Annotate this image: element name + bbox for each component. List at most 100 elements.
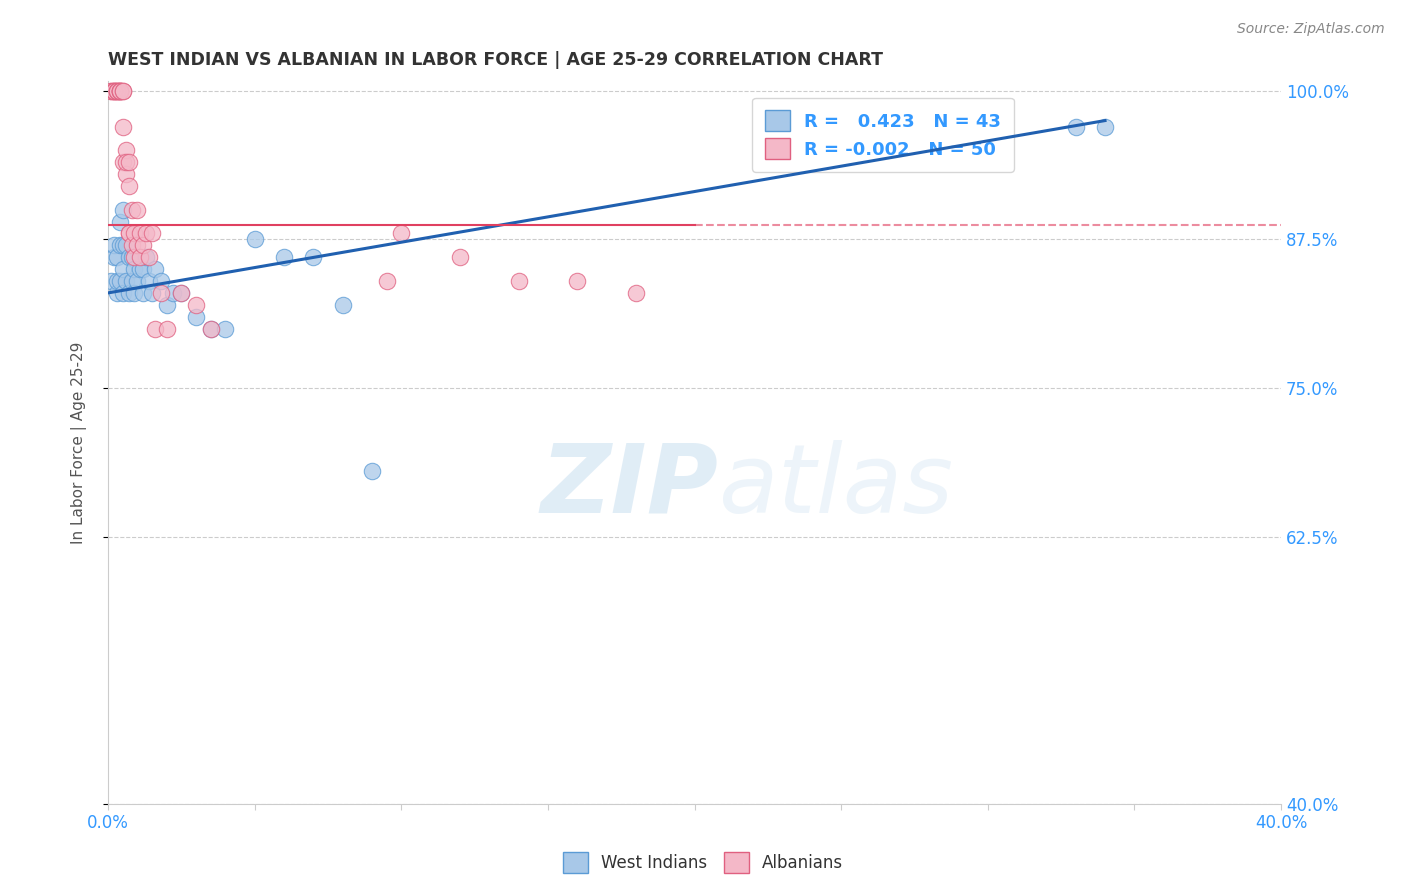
Point bbox=[117, 227, 139, 241]
Point bbox=[105, 84, 128, 98]
Point bbox=[449, 250, 471, 264]
Point bbox=[624, 285, 647, 300]
Text: atlas: atlas bbox=[718, 440, 953, 533]
Point bbox=[100, 84, 122, 98]
Point bbox=[117, 178, 139, 193]
Point bbox=[375, 274, 398, 288]
Point bbox=[508, 274, 530, 288]
Text: WEST INDIAN VS ALBANIAN IN LABOR FORCE | AGE 25-29 CORRELATION CHART: WEST INDIAN VS ALBANIAN IN LABOR FORCE |… bbox=[108, 51, 883, 69]
Point bbox=[111, 155, 134, 169]
Point bbox=[117, 250, 139, 264]
Text: ZIP: ZIP bbox=[540, 440, 718, 533]
Point bbox=[138, 274, 160, 288]
Point bbox=[103, 84, 125, 98]
Point bbox=[200, 321, 222, 335]
Point bbox=[108, 84, 131, 98]
Point bbox=[105, 84, 128, 98]
Point bbox=[114, 238, 136, 252]
Point bbox=[103, 84, 125, 98]
Point bbox=[141, 227, 163, 241]
Point bbox=[108, 84, 131, 98]
Point bbox=[389, 227, 412, 241]
Point bbox=[103, 84, 125, 98]
Point bbox=[149, 274, 172, 288]
Point bbox=[108, 214, 131, 228]
Point bbox=[124, 262, 146, 277]
Point bbox=[170, 285, 193, 300]
Point bbox=[108, 274, 131, 288]
Point bbox=[114, 274, 136, 288]
Legend: R =   0.423   N = 43, R = -0.002   N = 50: R = 0.423 N = 43, R = -0.002 N = 50 bbox=[752, 97, 1014, 172]
Point bbox=[100, 84, 122, 98]
Point bbox=[138, 250, 160, 264]
Point bbox=[127, 202, 149, 217]
Point bbox=[132, 238, 155, 252]
Point bbox=[105, 274, 128, 288]
Point bbox=[129, 262, 152, 277]
Point bbox=[143, 321, 166, 335]
Point bbox=[111, 262, 134, 277]
Point bbox=[302, 250, 325, 264]
Y-axis label: In Labor Force | Age 25-29: In Labor Force | Age 25-29 bbox=[72, 342, 87, 544]
Point bbox=[111, 84, 134, 98]
Point bbox=[124, 250, 146, 264]
Point bbox=[156, 298, 179, 312]
Point bbox=[1094, 120, 1116, 134]
Point bbox=[170, 285, 193, 300]
Point bbox=[124, 227, 146, 241]
Point bbox=[111, 202, 134, 217]
Point bbox=[117, 155, 139, 169]
Point bbox=[214, 321, 236, 335]
Point bbox=[162, 285, 184, 300]
Point bbox=[114, 155, 136, 169]
Text: Source: ZipAtlas.com: Source: ZipAtlas.com bbox=[1237, 22, 1385, 37]
Point bbox=[103, 250, 125, 264]
Point bbox=[127, 274, 149, 288]
Point bbox=[103, 238, 125, 252]
Point bbox=[108, 238, 131, 252]
Point bbox=[124, 285, 146, 300]
Point bbox=[121, 250, 143, 264]
Point bbox=[361, 464, 384, 478]
Point bbox=[105, 285, 128, 300]
Point bbox=[135, 227, 157, 241]
Point bbox=[567, 274, 589, 288]
Point bbox=[114, 167, 136, 181]
Point bbox=[184, 298, 207, 312]
Point bbox=[127, 238, 149, 252]
Point bbox=[121, 202, 143, 217]
Point bbox=[129, 227, 152, 241]
Point bbox=[105, 250, 128, 264]
Point bbox=[105, 84, 128, 98]
Point bbox=[200, 321, 222, 335]
Point bbox=[111, 120, 134, 134]
Point bbox=[117, 227, 139, 241]
Point bbox=[121, 238, 143, 252]
Point bbox=[111, 285, 134, 300]
Point bbox=[132, 285, 155, 300]
Point bbox=[108, 84, 131, 98]
Point bbox=[132, 262, 155, 277]
Legend: West Indians, Albanians: West Indians, Albanians bbox=[555, 846, 851, 880]
Point bbox=[143, 262, 166, 277]
Point bbox=[103, 84, 125, 98]
Point bbox=[105, 84, 128, 98]
Point bbox=[111, 238, 134, 252]
Point bbox=[141, 285, 163, 300]
Point bbox=[100, 274, 122, 288]
Point bbox=[114, 143, 136, 157]
Point bbox=[117, 285, 139, 300]
Point bbox=[184, 310, 207, 324]
Point bbox=[108, 84, 131, 98]
Point bbox=[129, 250, 152, 264]
Point bbox=[1064, 120, 1087, 134]
Point bbox=[243, 232, 266, 246]
Point bbox=[135, 250, 157, 264]
Point bbox=[149, 285, 172, 300]
Point bbox=[111, 84, 134, 98]
Point bbox=[332, 298, 354, 312]
Point bbox=[121, 274, 143, 288]
Point bbox=[156, 321, 179, 335]
Point bbox=[273, 250, 295, 264]
Point bbox=[108, 84, 131, 98]
